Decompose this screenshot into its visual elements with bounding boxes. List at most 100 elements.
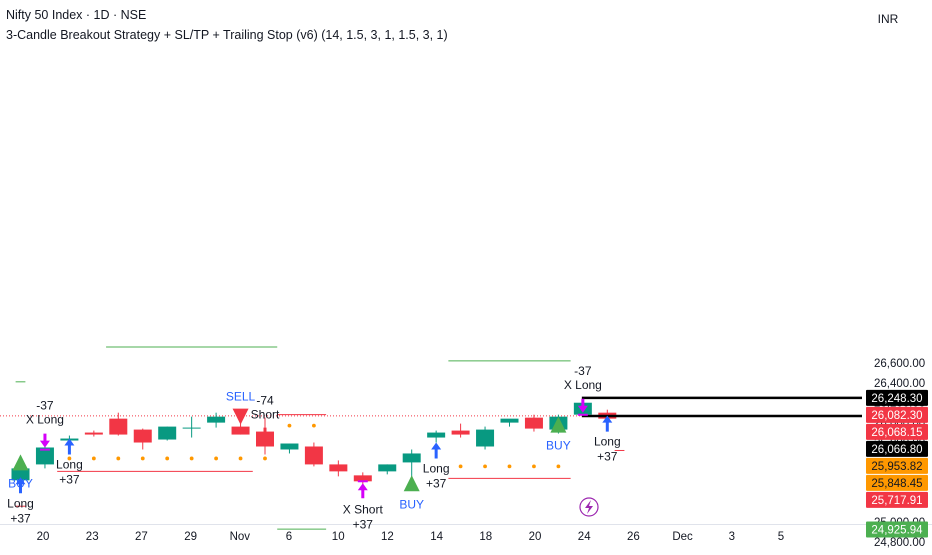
candle-down xyxy=(353,475,372,482)
price-label-box xyxy=(866,423,928,440)
candle-down xyxy=(304,446,323,465)
time-tick-label: 29 xyxy=(184,531,197,543)
time-tick-label: 27 xyxy=(135,531,148,543)
time-tick-label: 6 xyxy=(286,531,292,543)
price-labels: 26,248.30 26,082.30 26,068.15 26,066.80 25,9… xyxy=(866,389,928,538)
long-arrow-icon xyxy=(64,438,75,455)
candle-down xyxy=(84,432,103,435)
price-tick-label: 26,400.00 xyxy=(874,378,925,390)
price-label-box xyxy=(866,457,928,474)
candle-up xyxy=(35,447,54,465)
long-pnl-label: +37 xyxy=(426,476,447,490)
plot-background xyxy=(0,0,862,524)
buy-label: BUY xyxy=(399,497,424,511)
price-label-box xyxy=(866,474,928,491)
short-arrow-icon xyxy=(260,427,270,443)
trail-dot xyxy=(165,456,170,461)
price-label-box xyxy=(866,491,928,508)
currency-label[interactable]: INR xyxy=(877,12,899,26)
trail-dot xyxy=(507,464,512,469)
price-label-text: 25,717.91 xyxy=(871,495,922,507)
trail-dot xyxy=(263,456,267,461)
price-label-text: 26,248.30 xyxy=(871,393,922,405)
candle-down xyxy=(329,464,348,472)
price-label-text: 26,068.15 xyxy=(871,427,922,439)
trail-dot xyxy=(91,456,96,461)
candle-up xyxy=(182,427,201,429)
price-label-text: 26,082.30 xyxy=(871,410,922,422)
trail-dot xyxy=(189,456,194,461)
price-label-box xyxy=(866,440,928,457)
level-lines xyxy=(15,346,625,530)
time-tick-label: 14 xyxy=(430,531,443,543)
long-arrow-icon xyxy=(602,415,613,432)
trail-dot xyxy=(287,423,292,428)
trail-dot xyxy=(483,464,487,469)
buy-label: BUY xyxy=(546,439,571,453)
trail-dot xyxy=(556,464,561,469)
candle-up xyxy=(378,464,397,472)
buy-triangle-icon xyxy=(12,454,29,471)
indicator-label[interactable]: 3-Candle Breakout Strategy + SL/TP + Tra… xyxy=(6,28,448,42)
long-label: Long xyxy=(594,435,621,449)
candle-down xyxy=(451,430,470,435)
exit-pnl-label: +37 xyxy=(353,517,374,531)
time-tick-label: 18 xyxy=(479,531,492,543)
candle-up xyxy=(11,468,30,481)
trail-dot xyxy=(312,423,316,428)
flash-icon[interactable] xyxy=(579,497,599,517)
candle-down xyxy=(109,418,128,435)
exit-short-label: X Short xyxy=(343,502,384,516)
candle-down xyxy=(133,429,152,443)
buy-triangle-icon xyxy=(550,416,567,433)
trail-dot xyxy=(214,456,219,461)
long-pnl-label: +37 xyxy=(59,473,80,487)
candle-up xyxy=(280,443,299,450)
trail-dot xyxy=(116,456,121,461)
price-label-box xyxy=(866,521,928,538)
trail-dot xyxy=(67,456,72,461)
exit-long-label: X Long xyxy=(564,378,602,392)
time-tick-label: 20 xyxy=(529,531,542,543)
trail-dot xyxy=(238,456,243,461)
candle-up xyxy=(402,453,421,463)
exit-arrow-icon xyxy=(577,398,588,413)
long-pnl-label: +37 xyxy=(10,511,31,525)
time-tick-label: 5 xyxy=(778,531,784,543)
price-label-text: 25,953.82 xyxy=(871,461,922,473)
exit-long-label: X Long xyxy=(26,413,64,427)
time-tick-label: 10 xyxy=(332,531,345,543)
time-tick-label: 23 xyxy=(86,531,99,543)
short-pnl-label: -74 xyxy=(256,394,274,408)
price-label-text: 25,848.45 xyxy=(871,478,922,490)
candle-down xyxy=(231,426,250,435)
price-label-text: 24,925.94 xyxy=(871,524,923,536)
time-tick-label: 20 xyxy=(37,531,50,543)
long-label: Long xyxy=(7,496,34,510)
price-label-text: 26,066.80 xyxy=(871,444,922,456)
long-label: Long xyxy=(56,458,83,472)
time-tick-label: 12 xyxy=(381,531,394,543)
sell-label: SELL xyxy=(226,390,256,404)
time-tick-label: 3 xyxy=(729,531,735,543)
time-tick-label: Dec xyxy=(672,531,693,543)
symbol-title[interactable]: Nifty 50 Index · 1D · NSE xyxy=(6,8,147,22)
trail-dot xyxy=(140,456,145,461)
time-tick-label: 26 xyxy=(627,531,640,543)
trail-dot xyxy=(532,464,536,469)
time-axis[interactable]: 20 23 27 29 Nov 6 10 12 14 18 20 24 26 Dec 3 5 xyxy=(37,531,785,543)
long-arrow-icon xyxy=(431,442,442,459)
candle-down xyxy=(524,417,543,429)
candle-up xyxy=(427,432,446,438)
exit-pnl-label: -37 xyxy=(36,399,54,413)
candle-up xyxy=(207,416,226,423)
exit-arrow-icon xyxy=(39,433,50,448)
long-pnl-label: +37 xyxy=(597,450,618,464)
candle-up xyxy=(476,429,495,447)
time-tick-label: Nov xyxy=(230,531,251,543)
candle-up xyxy=(158,426,177,440)
exit-pnl-label: -37 xyxy=(574,364,592,378)
